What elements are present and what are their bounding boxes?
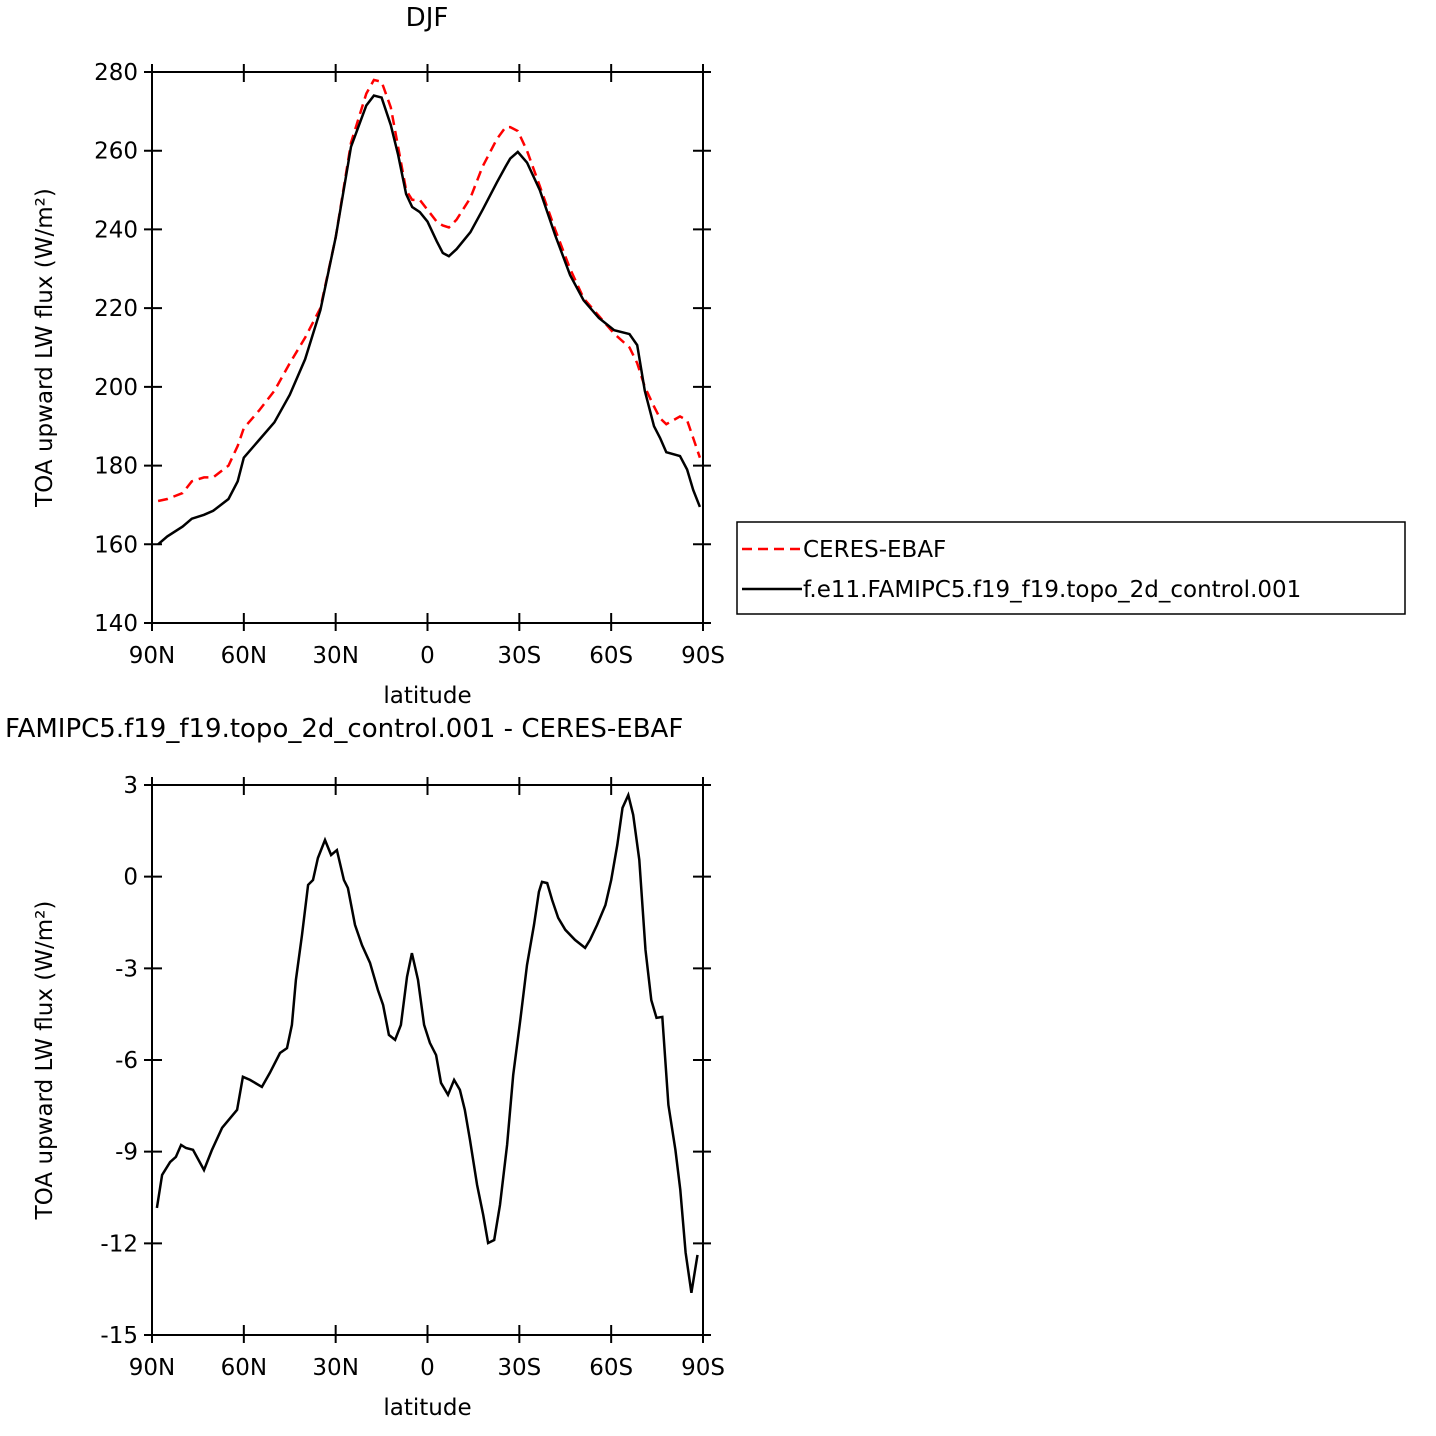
- y-tick-label: 200: [94, 375, 138, 401]
- chart-title: FAMIPC5.f19_f19.topo_2d_control.001 - CE…: [5, 714, 683, 744]
- x-tick-label: 60S: [589, 643, 633, 669]
- x-tick-label: 0: [420, 643, 435, 669]
- y-tick-label: 280: [94, 60, 138, 86]
- legend-label: CERES-EBAF: [803, 537, 946, 563]
- legend-label: f.e11.FAMIPC5.f19_f19.topo_2d_control.00…: [803, 577, 1301, 603]
- data-line: [157, 78, 702, 503]
- y-tick-label: 3: [123, 773, 138, 799]
- chart-title: DJF: [406, 3, 449, 33]
- y-tick-label: -3: [115, 956, 138, 982]
- y-tick-label: 0: [123, 865, 138, 891]
- x-tick-label: 90N: [129, 643, 175, 669]
- x-tick-label: 30S: [497, 643, 541, 669]
- y-tick-label: -15: [100, 1323, 138, 1349]
- x-tick-label: 60N: [221, 643, 267, 669]
- x-axis-label: latitude: [383, 1395, 471, 1421]
- x-axis-label: latitude: [383, 683, 471, 709]
- y-tick-label: 240: [94, 217, 138, 243]
- x-tick-label: 0: [420, 1355, 435, 1381]
- data-line: [157, 94, 702, 546]
- x-tick-label: 30S: [497, 1355, 541, 1381]
- legend-box: [736, 521, 1406, 615]
- y-axis-label: TOA upward LW flux (W/m²): [32, 188, 58, 508]
- x-tick-label: 90S: [681, 1355, 725, 1381]
- y-tick-label: -9: [115, 1140, 138, 1166]
- y-tick-label: 220: [94, 296, 138, 322]
- x-tick-label: 90N: [129, 1355, 175, 1381]
- plot-frame: [151, 71, 704, 624]
- y-tick-label: 140: [94, 611, 138, 637]
- y-tick-label: 160: [94, 532, 138, 558]
- x-tick-label: 30N: [312, 643, 358, 669]
- x-tick-label: 60S: [589, 1355, 633, 1381]
- x-tick-label: 30N: [312, 1355, 358, 1381]
- y-axis-label: TOA upward LW flux (W/m²): [32, 901, 58, 1221]
- x-tick-label: 60N: [221, 1355, 267, 1381]
- plot-frame: [151, 784, 704, 1336]
- y-tick-label: -6: [115, 1048, 138, 1074]
- x-tick-label: 90S: [681, 643, 725, 669]
- data-line: [155, 791, 699, 1293]
- y-tick-label: 260: [94, 139, 138, 165]
- y-tick-label: -12: [100, 1231, 138, 1257]
- y-tick-label: 180: [94, 454, 138, 480]
